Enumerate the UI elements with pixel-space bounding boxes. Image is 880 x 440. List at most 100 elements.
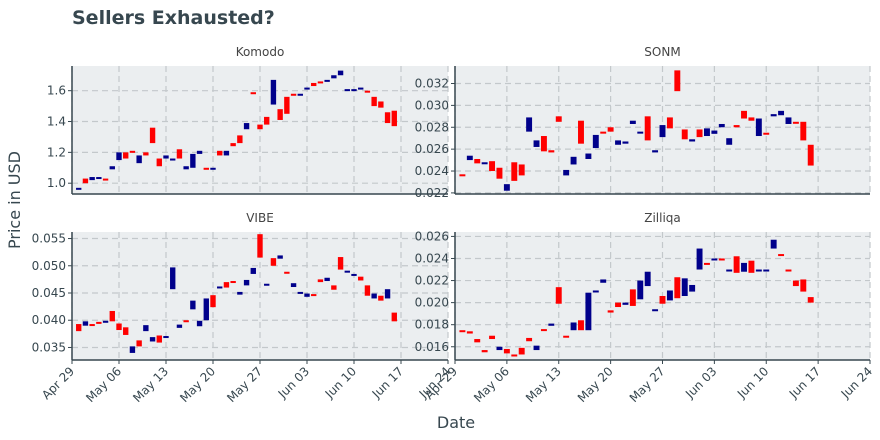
x-tick-label: May 20 bbox=[177, 364, 218, 405]
candle-zilliqa bbox=[748, 260, 755, 273]
y-tick-label: 0.050 bbox=[32, 259, 66, 273]
candle-komodo bbox=[76, 187, 82, 190]
candle-komodo bbox=[123, 152, 129, 159]
candle-vibe bbox=[237, 291, 243, 295]
candle-zilliqa bbox=[622, 302, 629, 305]
candle-sonm bbox=[578, 120, 584, 144]
facet-label-sonm: SONM bbox=[644, 45, 680, 59]
y-tick-label: 0.022 bbox=[415, 274, 449, 288]
candle-komodo bbox=[378, 101, 384, 108]
y-tick-label: 0.032 bbox=[415, 77, 449, 91]
candle-vibe bbox=[277, 255, 283, 259]
candle-zilliqa bbox=[548, 323, 555, 326]
candle-komodo bbox=[270, 79, 277, 105]
candle-vibe bbox=[317, 279, 324, 283]
candle-komodo bbox=[391, 110, 397, 127]
candle-komodo bbox=[337, 70, 344, 76]
candle-sonm bbox=[518, 164, 525, 176]
y-tick-label: 0.026 bbox=[415, 229, 449, 243]
candle-komodo bbox=[264, 116, 270, 125]
candle-zilliqa bbox=[778, 254, 785, 257]
candle-sonm bbox=[711, 130, 718, 134]
candle-sonm bbox=[503, 184, 510, 191]
y-tick-label: 0.024 bbox=[415, 164, 449, 178]
candle-komodo bbox=[277, 109, 283, 120]
candle-zilliqa bbox=[792, 280, 799, 287]
x-tick-label: Jun 24 bbox=[838, 364, 875, 401]
candle-vibe bbox=[230, 281, 236, 284]
candle-sonm bbox=[481, 162, 488, 165]
candle-sonm bbox=[696, 129, 703, 138]
x-tick-label: May 13 bbox=[523, 364, 564, 405]
candle-zilliqa bbox=[555, 287, 562, 304]
candle-vibe bbox=[337, 257, 344, 270]
candle-vibe bbox=[223, 282, 230, 288]
candle-zilliqa bbox=[496, 346, 503, 351]
candle-vibe bbox=[170, 267, 176, 290]
candle-zilliqa bbox=[585, 292, 592, 331]
candle-vibe bbox=[290, 283, 297, 288]
candle-sonm bbox=[474, 158, 481, 164]
candle-vibe bbox=[129, 346, 136, 353]
candle-zilliqa bbox=[526, 337, 533, 342]
candle-komodo bbox=[230, 143, 236, 147]
x-tick-label: May 06 bbox=[83, 364, 124, 405]
candle-sonm bbox=[726, 138, 733, 145]
x-tick-label: Jun 10 bbox=[734, 364, 771, 401]
candle-zilliqa bbox=[755, 269, 762, 272]
y-axis-title: Price in USD bbox=[5, 151, 24, 249]
candle-sonm bbox=[666, 117, 673, 129]
candle-komodo bbox=[331, 75, 337, 79]
candle-sonm bbox=[792, 121, 799, 124]
y-tick-label: 1.2 bbox=[47, 145, 66, 159]
candle-vibe bbox=[116, 323, 122, 331]
candle-vibe bbox=[203, 298, 209, 321]
x-tick-label: May 06 bbox=[471, 364, 512, 405]
panel-zilliqa: Zilliqa0.0160.0180.0200.0220.0240.026Apr… bbox=[415, 211, 875, 405]
x-tick-label: May 27 bbox=[627, 364, 668, 405]
candle-komodo bbox=[284, 96, 290, 114]
candle-vibe bbox=[284, 271, 290, 274]
candle-zilliqa bbox=[807, 297, 814, 303]
candle-sonm bbox=[718, 123, 725, 128]
candle-vibe bbox=[331, 285, 337, 290]
candle-zilliqa bbox=[570, 322, 577, 331]
candle-sonm bbox=[496, 167, 503, 179]
y-tick-label: 0.055 bbox=[32, 232, 66, 246]
candle-komodo bbox=[351, 89, 357, 92]
candle-sonm bbox=[459, 174, 466, 177]
candle-zilliqa bbox=[659, 296, 666, 304]
candle-komodo bbox=[344, 89, 350, 92]
y-tick-label: 0.028 bbox=[415, 120, 449, 134]
candle-zilliqa bbox=[689, 284, 696, 292]
candle-vibe bbox=[358, 276, 364, 281]
candle-sonm bbox=[748, 117, 755, 121]
candle-vibe bbox=[76, 324, 82, 332]
x-tick-label: May 13 bbox=[130, 364, 171, 405]
candle-komodo bbox=[149, 127, 156, 144]
candle-zilliqa bbox=[629, 289, 636, 306]
candle-komodo bbox=[170, 158, 176, 161]
candle-vibe bbox=[270, 258, 277, 266]
facet-label-zilliqa: Zilliqa bbox=[644, 211, 681, 225]
candle-zilliqa bbox=[800, 279, 807, 292]
candle-komodo bbox=[317, 81, 324, 84]
candle-komodo bbox=[371, 96, 377, 107]
candle-sonm bbox=[733, 125, 740, 128]
candle-sonm bbox=[540, 136, 547, 152]
candle-zilliqa bbox=[726, 269, 733, 272]
candle-komodo bbox=[129, 150, 136, 153]
candle-vibe bbox=[243, 279, 250, 286]
candle-komodo bbox=[163, 155, 169, 159]
candle-vibe bbox=[344, 270, 350, 273]
candle-zilliqa bbox=[563, 335, 570, 338]
candle-zilliqa bbox=[674, 277, 681, 299]
candle-komodo bbox=[143, 152, 149, 156]
candle-sonm bbox=[592, 134, 599, 149]
candle-komodo bbox=[96, 177, 102, 180]
candle-zilliqa bbox=[511, 354, 518, 357]
candle-zilliqa bbox=[681, 278, 688, 296]
candle-vibe bbox=[384, 289, 391, 299]
candle-vibe bbox=[351, 273, 357, 276]
candle-vibe bbox=[250, 267, 256, 274]
